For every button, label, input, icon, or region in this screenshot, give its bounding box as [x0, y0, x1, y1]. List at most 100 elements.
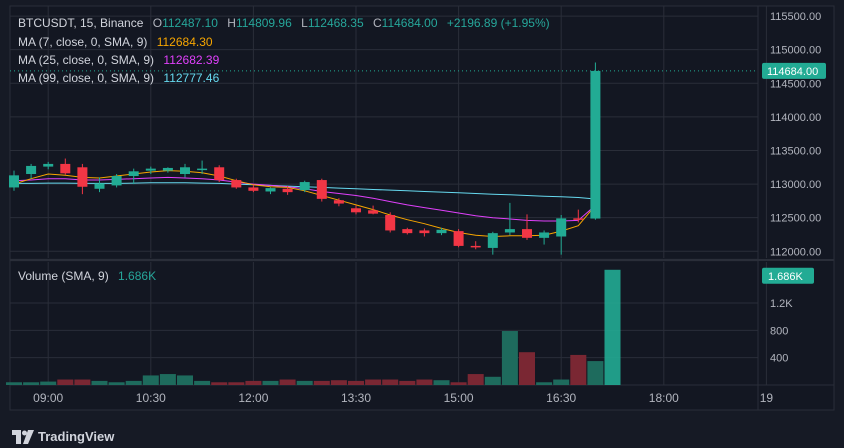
candle-body [282, 188, 293, 193]
candle-body [231, 180, 242, 188]
candle-body [402, 229, 413, 234]
volume-bar [604, 269, 621, 385]
volume-tag-bg [762, 267, 814, 284]
price-tick-label: 113500.00 [770, 145, 821, 157]
candle-body [94, 183, 105, 189]
volume-bar [74, 379, 91, 385]
time-tick-label: 13:30 [341, 391, 371, 405]
ma25-label: MA (25, close, 0, SMA, 9) [18, 53, 155, 67]
candle-body [145, 168, 156, 171]
volume-bar [211, 382, 228, 385]
volume-bar [262, 380, 279, 385]
volume-tag: 1.686K [768, 271, 804, 283]
time-tick-label: 09:00 [33, 391, 63, 405]
volume-bar [536, 382, 553, 385]
candle-body [351, 208, 361, 213]
price-tick-label: 114500.00 [770, 78, 821, 90]
candles [9, 62, 601, 255]
volume-bar [125, 380, 142, 385]
volume-bar [40, 381, 57, 385]
change-value: +2196.89 (+1.95%) [446, 16, 550, 30]
price-pane [10, 6, 758, 258]
candle-body [368, 210, 379, 214]
volume-bar [501, 331, 518, 385]
candle-body [180, 167, 190, 174]
price-tick-label: 114000.00 [770, 112, 821, 124]
candle-body [590, 70, 601, 219]
candle-body [162, 167, 173, 171]
volume-bar [553, 379, 570, 385]
volume-value: 1.686K [118, 269, 157, 283]
candle-body [573, 218, 584, 220]
tradingview-logo[interactable]: TradingView [12, 429, 114, 444]
volume-bar [365, 379, 382, 385]
volume-bar [91, 380, 108, 385]
volume-bar [296, 380, 313, 385]
ma99-legend[interactable]: MA (99, close, 0, SMA, 9) 112777.46 [18, 71, 219, 85]
ma25-legend[interactable]: MA (25, close, 0, SMA, 9) 112682.39 [18, 53, 219, 67]
volume-bar [484, 376, 501, 385]
open-value: 112487.10 [162, 16, 218, 30]
ma7-value: 112684.30 [156, 35, 213, 49]
tradingview-icon [12, 429, 34, 444]
ma7-label: MA (7, close, 0, SMA, 9) [18, 35, 148, 49]
ma7-legend[interactable]: MA (7, close, 0, SMA, 9) 112684.30 [18, 35, 213, 49]
price-tick-label: 112500.00 [770, 213, 821, 225]
candle-body [214, 167, 225, 181]
brand-label: TradingView [38, 429, 115, 444]
symbol-label: BTCUSDT, 15, Binance [18, 16, 144, 30]
price-tick-label: 115500.00 [770, 11, 821, 23]
volume-bar [330, 380, 347, 385]
volume-bar [450, 382, 467, 385]
candle-body [316, 180, 327, 199]
volume-label: Volume (SMA, 9) [18, 269, 109, 283]
volume-bar [228, 382, 245, 385]
time-tick-label: 16:30 [546, 391, 576, 405]
candle-body [77, 167, 88, 187]
volume-bar [6, 382, 22, 385]
last-price-tag: 114684.00 [767, 66, 818, 78]
time-tick-label: 10:30 [136, 391, 166, 405]
volume-bar [57, 379, 74, 385]
candle-body [333, 200, 344, 204]
volume-bar [519, 352, 535, 385]
candle-body [299, 182, 310, 191]
volume-bar [382, 379, 399, 385]
volume-bar [159, 374, 176, 385]
low-label: L [301, 16, 308, 30]
volume-bar [108, 382, 125, 385]
candle-body [248, 187, 259, 191]
volume-bar [279, 379, 296, 385]
volume-bars [6, 269, 621, 385]
volume-bar [142, 375, 159, 385]
close-label: C [373, 16, 382, 30]
time-tick-label: 15:00 [444, 391, 474, 405]
volume-bar [467, 374, 484, 385]
candle-body [453, 231, 464, 246]
candle-body [419, 230, 430, 234]
ma99-value: 112777.46 [163, 71, 220, 85]
candle-body [539, 232, 550, 238]
volume-tick-label: 800 [770, 325, 788, 337]
ohlc-header: BTCUSDT, 15, Binance O112487.10 H114809.… [18, 16, 550, 30]
candle-body [385, 214, 396, 231]
close-value: 114684.00 [381, 16, 438, 30]
volume-tick-label: 400 [770, 353, 788, 365]
volume-bar [570, 354, 587, 385]
time-tick-label: 18:00 [649, 391, 679, 405]
high-label: H [227, 16, 236, 30]
candle-body [128, 171, 139, 177]
low-value: 112468.35 [307, 16, 364, 30]
price-tick-label: 112000.00 [770, 246, 821, 258]
candle-body [504, 229, 515, 233]
volume-legend[interactable]: Volume (SMA, 9) 1.686K [18, 269, 156, 283]
ma99-label: MA (99, close, 0, SMA, 9) [18, 71, 155, 85]
volume-tick-label: 1.2K [770, 298, 793, 310]
time-axis-pane [10, 385, 758, 410]
candle-body [111, 176, 122, 186]
volume-bar [433, 380, 450, 385]
high-value: 114809.96 [235, 16, 292, 30]
volume-bar [313, 380, 330, 385]
time-tick-label: 19 [760, 391, 774, 405]
